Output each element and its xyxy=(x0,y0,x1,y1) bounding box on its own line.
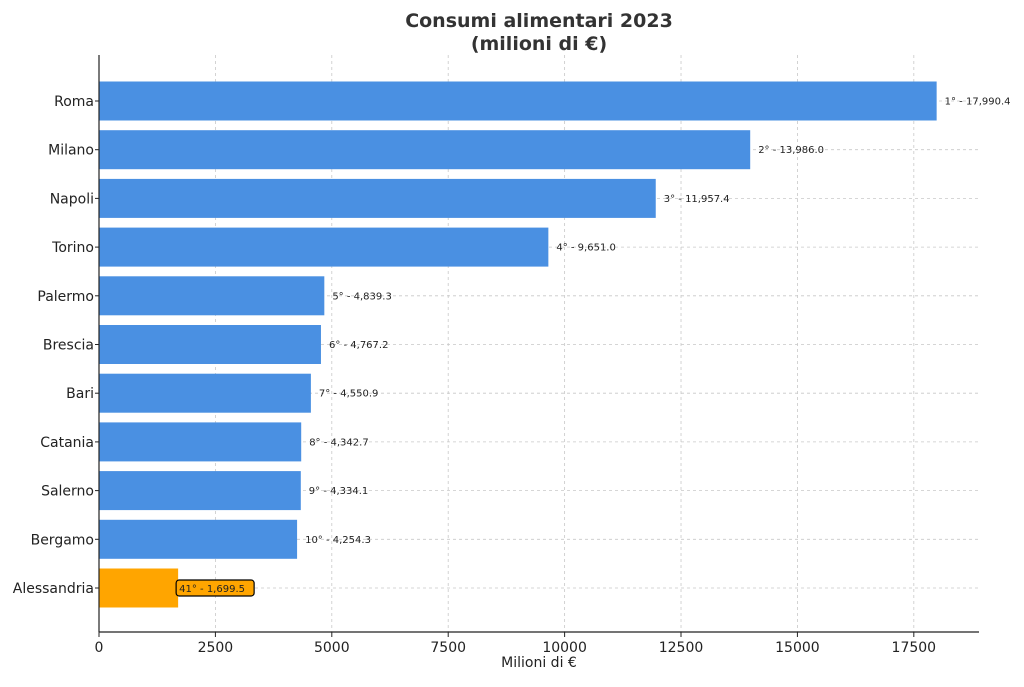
y-tick-label: Torino xyxy=(51,240,94,256)
bar xyxy=(99,81,937,121)
data-label: 7° - 4,550.9 xyxy=(319,389,379,400)
bar xyxy=(99,276,325,316)
data-label: 2° - 13,986.0 xyxy=(758,145,824,156)
bars: 1° - 17,990.4 2° - 13,986.0 3° - 11,957.4 4… xyxy=(99,81,1011,608)
chart-title: Consumi alimentari 2023 xyxy=(405,10,673,32)
bar xyxy=(99,519,298,559)
data-label: 6° - 4,767.2 xyxy=(329,340,389,351)
y-tick-label: Brescia xyxy=(43,338,94,354)
x-tick-label: 7500 xyxy=(430,640,466,656)
data-label: 8° - 4,342.7 xyxy=(309,437,369,448)
data-label: 5° - 4,839.3 xyxy=(332,291,392,302)
data-label: 1° - 17,990.4 xyxy=(945,97,1011,108)
data-label: 10° - 4,254.3 xyxy=(305,535,371,546)
x-axis-label: Milioni di € xyxy=(501,655,577,671)
x-tick-label: 17500 xyxy=(892,640,937,656)
bar xyxy=(99,373,311,413)
x-tick-label: 15000 xyxy=(775,640,820,656)
x-tick-label: 0 xyxy=(95,640,104,656)
y-tick-label: Roma xyxy=(54,94,94,110)
chart-subtitle: (milioni di €) xyxy=(471,33,607,55)
bar xyxy=(99,471,301,511)
bar xyxy=(99,227,549,267)
data-label: 4° - 9,651.0 xyxy=(556,243,616,254)
y-tick-label: Alessandria xyxy=(13,581,94,597)
y-tick-label: Bergamo xyxy=(31,532,94,548)
y-tick-label: Salerno xyxy=(41,484,94,500)
x-tick-label: 2500 xyxy=(198,640,234,656)
x-tick-label: 12500 xyxy=(659,640,704,656)
data-label: 9° - 4,334.1 xyxy=(309,486,369,497)
y-tick-label: Milano xyxy=(48,143,94,159)
y-tick-label: Catania xyxy=(40,435,94,451)
y-tick-label: Bari xyxy=(66,386,94,402)
bar xyxy=(99,178,656,218)
x-tick-label: 10000 xyxy=(542,640,587,656)
data-label-box xyxy=(175,579,255,597)
x-tick-label: 5000 xyxy=(314,640,350,656)
y-tick-label: Napoli xyxy=(50,191,94,207)
axes: Roma Milano Napoli Torino Palermo Brescia Bari… xyxy=(13,55,979,656)
bar xyxy=(99,130,751,170)
data-label: 41° - 1,699.5 xyxy=(179,584,245,595)
data-label: 3° - 11,957.4 xyxy=(664,194,730,205)
y-tick-label: Palermo xyxy=(37,289,94,305)
bar xyxy=(99,422,302,462)
bar xyxy=(99,325,321,364)
bar xyxy=(99,568,179,608)
